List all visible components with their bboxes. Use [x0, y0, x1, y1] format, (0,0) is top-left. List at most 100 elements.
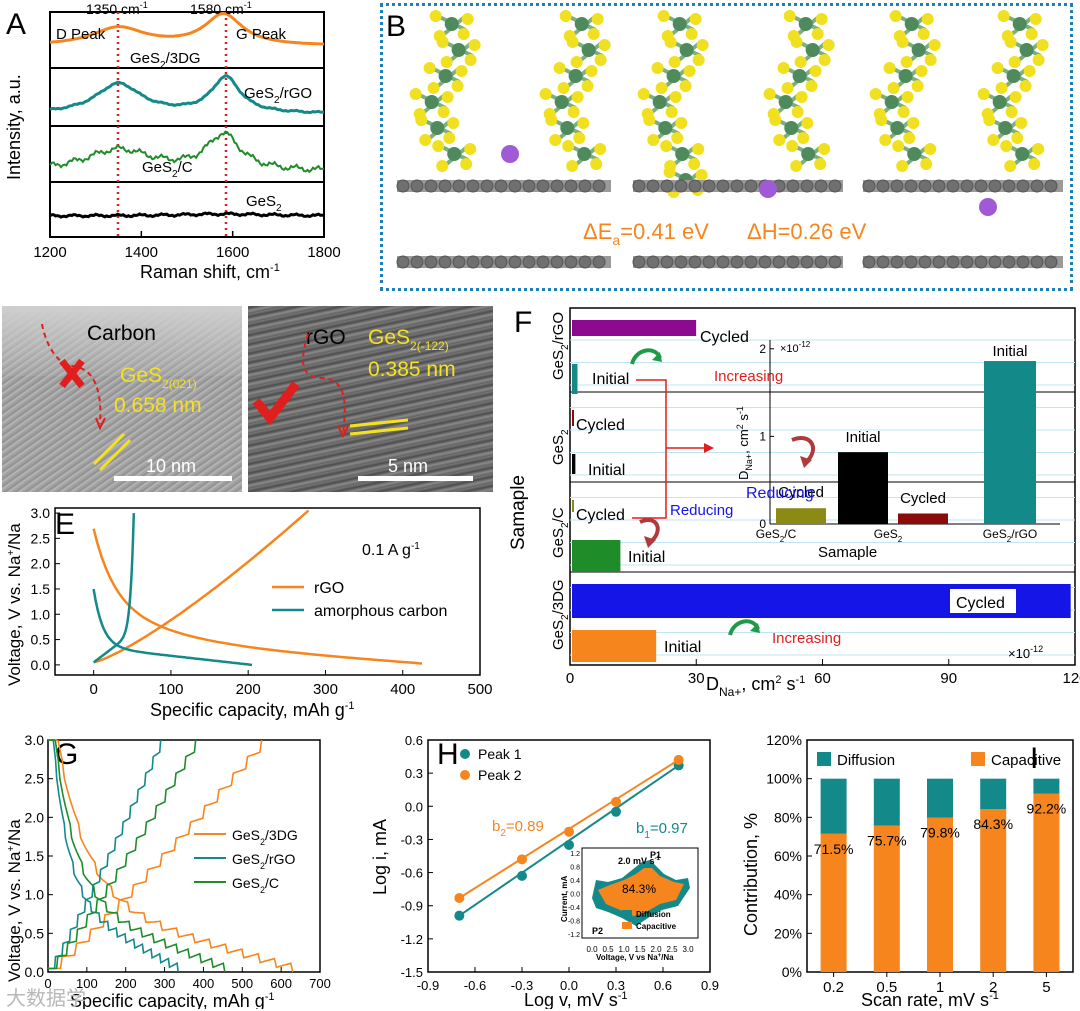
s-atom — [573, 132, 586, 144]
i-bar-diffusion-4 — [1033, 778, 1060, 794]
s-atom — [1029, 13, 1042, 25]
carbon-atom — [410, 255, 424, 269]
g-x-tick-label: 600 — [270, 976, 292, 991]
cv-y-axis-label: Current, mA — [560, 876, 569, 922]
s-atom — [668, 56, 681, 68]
e-axis-ticks: 0 100 200 300 400 500 0.0 0.5 1.0 1.5 2.0 2.5 3.0 — [31, 505, 493, 698]
carbon-atom — [494, 255, 508, 269]
s-atom — [991, 62, 1004, 74]
s-atom — [1004, 160, 1017, 172]
f-bar-3-1 — [572, 630, 657, 662]
s-atom — [585, 65, 598, 77]
legend-diffusion: Diffusion — [837, 752, 895, 769]
s-atom — [777, 62, 790, 74]
ge-atom — [666, 69, 681, 83]
carbon-atom — [646, 255, 660, 269]
ge-atom — [904, 17, 919, 31]
h-x-tick-label: 0.0 — [560, 978, 578, 993]
h-y-tick-label: 0.0 — [405, 799, 423, 814]
ge-atom — [992, 95, 1007, 109]
e-x-tick-label: 300 — [313, 681, 338, 698]
s-atom — [587, 28, 600, 40]
i-x-tick-label: 0.2 — [823, 979, 844, 996]
s-atom — [997, 10, 1010, 22]
ge-atom — [577, 147, 592, 161]
i-y-tick-label: 120% — [766, 732, 802, 748]
s-atom — [897, 106, 910, 118]
s-atom — [791, 106, 804, 118]
e-y-tick-label: 2.0 — [31, 556, 51, 572]
ge-atom — [998, 121, 1013, 135]
cv-x-tick-label: 1.5 — [634, 945, 646, 954]
s-atom — [455, 65, 468, 77]
s-atom — [769, 114, 782, 126]
i-y-tick-label: 60% — [774, 848, 802, 864]
s-atom — [822, 39, 835, 51]
ge-atom — [438, 69, 453, 83]
cv-y-tick-label: 0.0 — [570, 892, 580, 899]
g-y-tick-label: 2.5 — [25, 771, 45, 787]
carbon-atom — [564, 179, 578, 193]
e-y-axis-label: Voltage, V vs. Na+/Na — [5, 523, 24, 686]
f-y-cat-suffix: /3DG — [550, 579, 567, 614]
ge-atom — [679, 43, 694, 57]
raman-x-tick-label: 1800 — [307, 244, 340, 261]
s-atom — [887, 82, 900, 94]
e-x-axis-label: Specific capacity, mAh g-1 — [150, 700, 355, 720]
f-label-3dg-initial: Initial — [664, 639, 701, 656]
s-atom — [440, 56, 453, 68]
i-bar-diffusion-1 — [873, 778, 900, 826]
tem-image-carbon — [2, 306, 242, 492]
inset-cat-suffix: /C — [784, 527, 796, 541]
s-atom — [1025, 28, 1038, 40]
carbon-atom — [688, 179, 702, 193]
current-density-label: 0.1 A g-1 — [362, 541, 420, 559]
i-axis-ticks: 0% 20% 40% 60% 80% 100% 120% 0.2 0.5 1 2 5 — [766, 732, 1050, 996]
g-x-tick-label: 500 — [231, 976, 253, 991]
carbon-atom — [876, 255, 890, 269]
carbon-atom — [632, 179, 646, 193]
carbon-atom — [974, 255, 988, 269]
s-atom — [983, 114, 996, 126]
s-atom — [437, 106, 450, 118]
s-atom — [875, 114, 888, 126]
s-atom — [598, 39, 611, 51]
f-y-cat-name: GeS — [550, 528, 567, 558]
g-curves — [47, 739, 294, 973]
inset-x-category: GeS2/rGO — [983, 527, 1037, 544]
s-atom — [917, 28, 930, 40]
lattice-fringe-1 — [92, 432, 126, 466]
carbon-atom — [480, 179, 494, 193]
h-point-0-0 — [454, 910, 465, 921]
h-x-tick-label: 0.6 — [654, 978, 672, 993]
f-label-3dg-cycled: Cycled — [956, 595, 1005, 612]
h-x-tick-label: -0.9 — [417, 978, 439, 993]
carbon-atom — [466, 255, 480, 269]
g-peak-label: G Peak — [236, 26, 287, 43]
i-x-tick-label: 0.5 — [876, 979, 897, 996]
carbon-atom — [932, 179, 946, 193]
carbon-atom — [730, 255, 744, 269]
g-x-tick-label: 0 — [44, 976, 51, 991]
carbon-atom — [592, 255, 606, 269]
s-atom — [689, 13, 702, 25]
s-atom — [683, 65, 696, 77]
h-point-1-2 — [564, 826, 574, 837]
g-y-tick-label: 0.5 — [25, 925, 45, 941]
lattice-fringe-3 — [349, 418, 409, 428]
carbon-atom — [522, 179, 536, 193]
tem-c-title: Carbon — [87, 322, 156, 345]
carbon-atom — [904, 179, 918, 193]
g-discharge-1 — [48, 739, 179, 973]
i-y-tick-label: 80% — [774, 809, 802, 825]
panel-label-f: F — [514, 306, 533, 339]
s-atom — [692, 54, 705, 66]
s-atom — [892, 140, 905, 152]
raman-x-tick-label: 1600 — [216, 244, 249, 261]
s-atom — [1009, 91, 1022, 103]
carbon-atom — [960, 255, 974, 269]
carbon-atom — [508, 179, 522, 193]
s-atom — [647, 134, 660, 146]
cv-inset-ticks: 0.0 0.5 1.0 1.5 2.0 2.5 3.0 1.2 0.8 0.4 0.0 -0.4 -0.… — [568, 851, 694, 954]
s-atom — [562, 140, 575, 152]
